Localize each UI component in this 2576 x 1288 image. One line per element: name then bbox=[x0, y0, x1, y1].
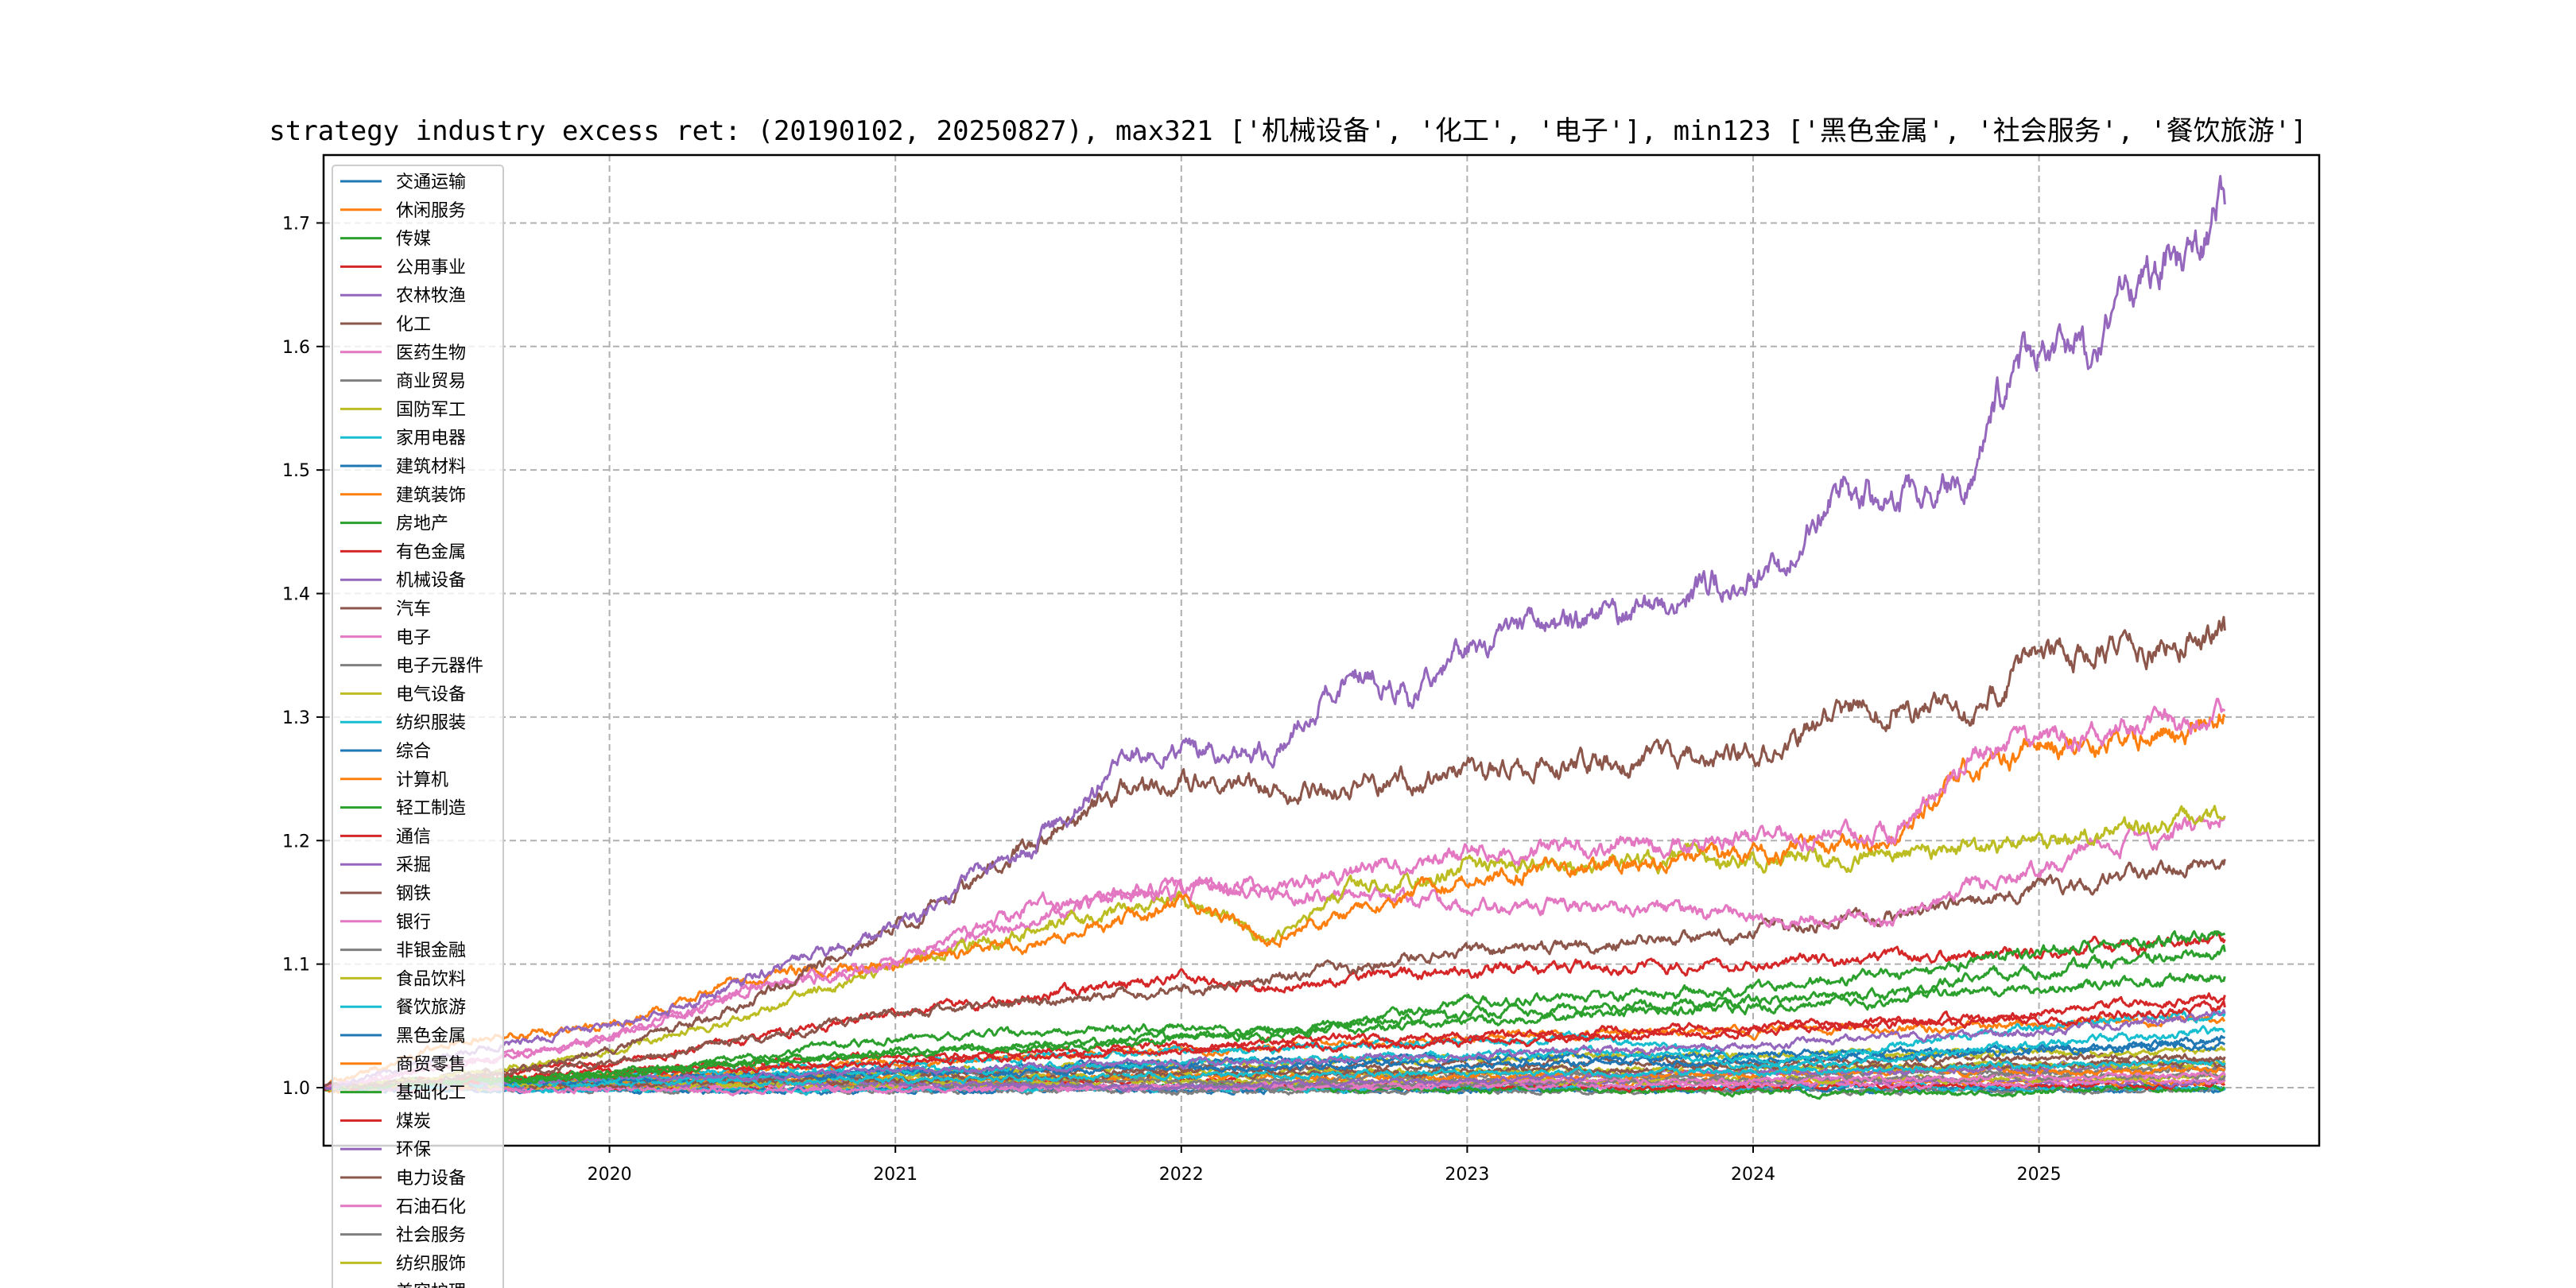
legend-label: 银行 bbox=[396, 913, 431, 933]
legend-label: 商贸零售 bbox=[396, 1055, 466, 1075]
y-tick-label: 1.6 bbox=[282, 338, 310, 358]
legend-label: 有色金属 bbox=[396, 542, 466, 562]
y-tick-label: 1.1 bbox=[282, 956, 310, 976]
x-tick-label: 2023 bbox=[1445, 1165, 1489, 1185]
legend-label: 家用电器 bbox=[396, 429, 466, 448]
series-line bbox=[323, 713, 2226, 1090]
legend-label: 建筑材料 bbox=[396, 457, 466, 477]
x-tick-label: 2020 bbox=[588, 1165, 632, 1185]
legend-label: 基础化工 bbox=[396, 1084, 466, 1104]
series-line bbox=[323, 1058, 2226, 1092]
series-line bbox=[322, 929, 2226, 1091]
legend-label: 医药生物 bbox=[396, 343, 466, 363]
legend-label: 非银金融 bbox=[396, 941, 466, 961]
legend-label: 采掘 bbox=[396, 855, 431, 875]
legend-label: 纺织服饰 bbox=[396, 1254, 466, 1274]
y-tick-label: 1.2 bbox=[282, 832, 310, 852]
legend-label: 综合 bbox=[396, 742, 431, 762]
legend-label: 公用事业 bbox=[396, 258, 466, 277]
chart-title: strategy industry excess ret: (20190102,… bbox=[269, 115, 2306, 147]
y-tick-label: 1.0 bbox=[282, 1079, 310, 1099]
legend-label: 建筑装饰 bbox=[396, 486, 466, 506]
series-line bbox=[322, 615, 2226, 1089]
legend: 交通运输休闲服务传媒公用事业农林牧渔化工医药生物商业贸易国防军工家用电器建筑材料… bbox=[332, 165, 504, 1288]
legend-label: 黑色金属 bbox=[396, 1026, 466, 1046]
legend-label: 农林牧渔 bbox=[396, 286, 466, 306]
y-tick-label: 1.3 bbox=[282, 708, 310, 728]
legend-label: 房地产 bbox=[396, 514, 448, 534]
x-tick-label: 2022 bbox=[1159, 1165, 1204, 1185]
legend-label: 国防军工 bbox=[396, 400, 466, 420]
legend-label: 环保 bbox=[396, 1140, 431, 1160]
legend-label: 煤炭 bbox=[396, 1111, 431, 1131]
legend-label: 休闲服务 bbox=[396, 201, 466, 221]
legend-label: 餐饮旅游 bbox=[396, 998, 466, 1018]
series-line bbox=[322, 1009, 2226, 1092]
series-lines bbox=[322, 175, 2226, 1100]
legend-label: 电子 bbox=[396, 628, 431, 648]
series-line bbox=[323, 1057, 2226, 1091]
legend-label: 美容护理 bbox=[396, 1282, 466, 1288]
legend-label: 石油石化 bbox=[396, 1197, 466, 1217]
legend-label: 轻工制造 bbox=[396, 799, 466, 819]
legend-label: 通信 bbox=[396, 827, 431, 847]
x-tick-label: 2024 bbox=[1731, 1165, 1775, 1185]
grid-lines bbox=[324, 155, 2319, 1146]
legend-label: 传媒 bbox=[396, 230, 431, 250]
y-tick-label: 1.7 bbox=[282, 214, 310, 234]
x-tick-label: 2025 bbox=[2017, 1165, 2062, 1185]
legend-label: 电子元器件 bbox=[396, 657, 483, 677]
x-tick-label: 2021 bbox=[873, 1165, 918, 1185]
axis-ticks: 2020 2021 2022 2023 2024 2025 1.0 1.1 1.2 1.3 1.4 1… bbox=[282, 214, 2062, 1185]
series-line bbox=[323, 1040, 2226, 1092]
series-line bbox=[323, 175, 2226, 1091]
legend-label: 机械设备 bbox=[396, 571, 466, 591]
legend-label: 电力设备 bbox=[396, 1169, 466, 1189]
series-line bbox=[322, 1070, 2226, 1097]
y-tick-label: 1.5 bbox=[282, 461, 310, 481]
series-line bbox=[322, 697, 2226, 1089]
series-line bbox=[323, 930, 2226, 1091]
y-tick-label: 1.4 bbox=[282, 585, 310, 605]
legend-label: 电气设备 bbox=[396, 685, 466, 704]
legend-label: 汽车 bbox=[396, 599, 431, 619]
legend-label: 化工 bbox=[396, 315, 431, 335]
legend-label: 钢铁 bbox=[396, 884, 431, 904]
legend-label: 纺织服装 bbox=[396, 713, 466, 733]
legend-label: 商业贸易 bbox=[396, 372, 466, 392]
plot-frame bbox=[322, 153, 2321, 1147]
legend-label: 食品饮料 bbox=[396, 969, 466, 989]
legend-label: 社会服务 bbox=[396, 1226, 466, 1246]
legend-label: 交通运输 bbox=[396, 173, 466, 192]
legend-label: 计算机 bbox=[396, 770, 448, 790]
